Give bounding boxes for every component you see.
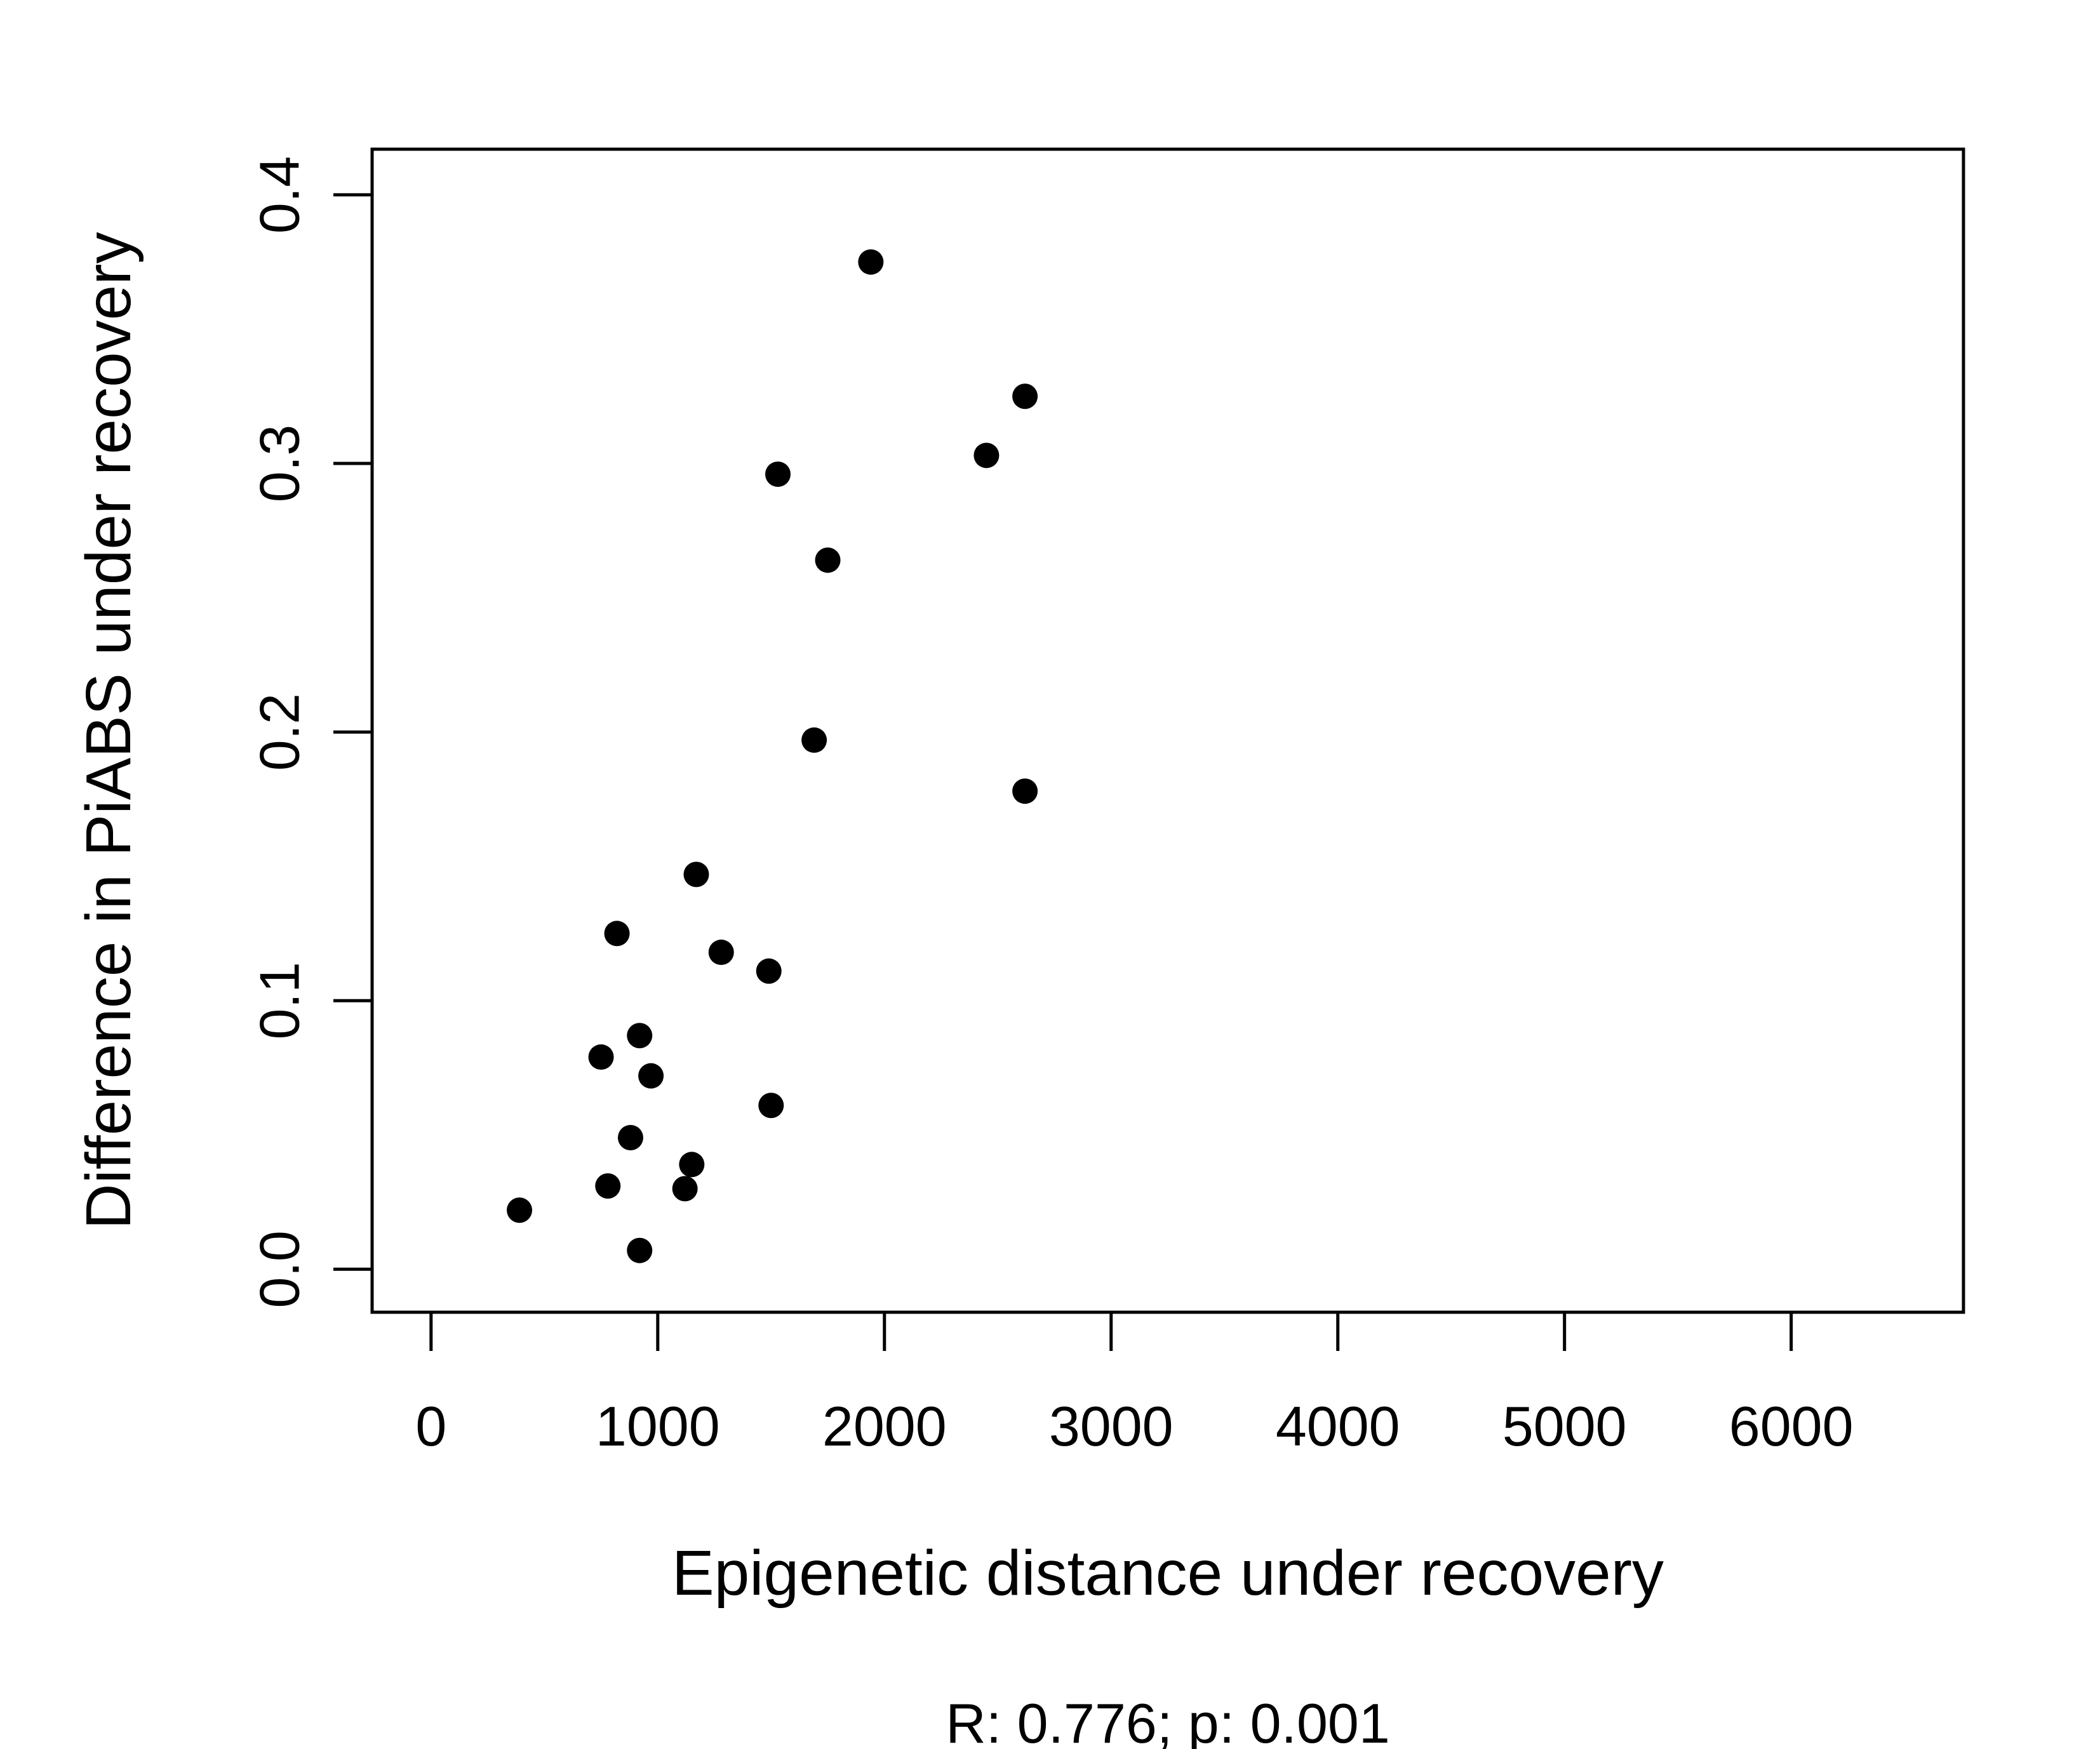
data-point xyxy=(801,727,827,753)
data-point xyxy=(756,958,782,984)
y-tick-label: 0.2 xyxy=(248,693,311,771)
x-axis-title: Epigenetic distance under recovery xyxy=(672,1538,1664,1609)
plot-frame xyxy=(370,147,1965,1314)
x-tick-label: 1000 xyxy=(596,1395,720,1458)
data-point xyxy=(815,547,841,573)
data-point xyxy=(627,1023,653,1049)
data-point xyxy=(683,861,709,888)
data-point xyxy=(588,1044,614,1070)
data-point xyxy=(765,461,791,487)
data-point xyxy=(604,921,630,947)
data-point xyxy=(858,249,884,275)
data-point xyxy=(617,1124,643,1150)
x-tick-label: 5000 xyxy=(1502,1395,1627,1458)
y-tick-label: 0.3 xyxy=(248,425,311,502)
x-tick-label: 3000 xyxy=(1049,1395,1174,1458)
y-tick-label: 0.4 xyxy=(248,156,311,234)
data-point xyxy=(627,1237,653,1263)
data-point xyxy=(758,1093,784,1119)
data-point xyxy=(507,1197,533,1223)
x-tick-label: 4000 xyxy=(1276,1395,1400,1458)
y-tick-label: 0.1 xyxy=(248,962,311,1039)
data-point xyxy=(1012,383,1038,409)
data-point xyxy=(1012,778,1038,804)
x-tick-label: 6000 xyxy=(1729,1395,1854,1458)
data-point xyxy=(973,442,1000,469)
data-point xyxy=(638,1063,664,1089)
data-point xyxy=(679,1152,705,1178)
y-axis: 0.0 0.1 0.2 0.3 0.4 xyxy=(248,156,374,1308)
x-axis: 0 1000 2000 3000 4000 5000 6000 xyxy=(415,1310,1854,1458)
data-point xyxy=(595,1173,621,1199)
data-point xyxy=(708,940,734,966)
y-tick-label: 0.0 xyxy=(248,1230,311,1308)
data-point xyxy=(672,1176,698,1202)
y-axis-title: Difference in PiABS under recovery xyxy=(73,232,144,1229)
x-tick-label: 2000 xyxy=(822,1395,947,1458)
chart-subtitle: R: 0.776; p: 0.001 xyxy=(946,1692,1390,1749)
data-points xyxy=(507,249,1038,1263)
x-tick-label: 0 xyxy=(415,1395,446,1458)
